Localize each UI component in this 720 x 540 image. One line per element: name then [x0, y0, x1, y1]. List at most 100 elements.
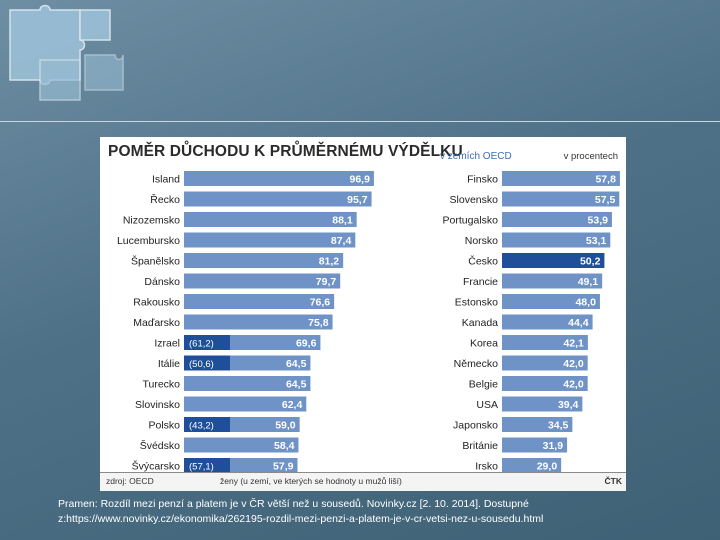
- women-bar: [184, 335, 230, 350]
- data-label: 42,0: [563, 358, 584, 370]
- category-label: Korea: [470, 338, 498, 350]
- bar: [502, 355, 588, 371]
- category-label: Španělsko: [131, 255, 180, 268]
- bar: [184, 396, 307, 412]
- women-label: (50,6): [189, 359, 214, 370]
- data-label: 64,5: [286, 379, 307, 391]
- chart-subtitle: v zemích OECD: [440, 151, 512, 162]
- legend-note: ženy (u zemí, ve kterých se hodnoty u mu…: [220, 476, 402, 486]
- bar: [502, 437, 568, 453]
- category-label: Česko: [468, 255, 498, 268]
- category-label: Německo: [454, 358, 499, 370]
- data-label: 53,1: [586, 235, 607, 247]
- bar: [502, 171, 620, 186]
- bar: [502, 273, 603, 289]
- bar: [502, 376, 588, 391]
- chart-unit: v procentech: [563, 151, 618, 162]
- bar-chart: Island 96,9 Řecko 95,7 Nizozemsko 88,1 Lucembu…: [117, 171, 620, 473]
- divider-line: [0, 121, 720, 122]
- agency-label: ČTK: [604, 476, 622, 486]
- category-label: Irsko: [475, 461, 498, 473]
- category-label: Belgie: [469, 379, 498, 391]
- caption-line-2: z:https://www.novinky.cz/ekonomika/26219…: [58, 513, 544, 525]
- caption-line-1: Pramen: Rozdíl mezi penzí a platem je v …: [58, 498, 529, 510]
- category-label: Dánsko: [144, 276, 180, 288]
- data-label: 75,8: [308, 317, 329, 329]
- data-label: 95,7: [347, 194, 368, 206]
- puzzle-piece-icon: [84, 54, 124, 91]
- bar: [502, 294, 600, 309]
- women-label: (57,1): [189, 462, 214, 473]
- data-label: 88,1: [332, 215, 353, 227]
- caption: Pramen: Rozdíl mezi penzí a platem je v …: [58, 497, 698, 527]
- category-label: Kanada: [462, 317, 498, 329]
- bar: [502, 314, 593, 330]
- category-label: Island: [152, 174, 180, 186]
- bar: [502, 458, 562, 473]
- category-label: Norsko: [465, 235, 498, 247]
- bar: [184, 232, 356, 248]
- bar: [184, 171, 374, 186]
- data-label: 64,5: [286, 358, 307, 370]
- category-label: Maďarsko: [133, 317, 180, 329]
- category-label: Slovensko: [450, 194, 499, 206]
- data-label: 57,8: [595, 174, 616, 186]
- source-label: zdroj: OECD: [106, 476, 154, 486]
- data-label: 87,4: [331, 235, 352, 247]
- category-label: Japonsko: [453, 420, 498, 432]
- category-label: Británie: [462, 440, 498, 452]
- data-label: 96,9: [349, 174, 370, 186]
- data-label: 69,6: [296, 338, 317, 350]
- bar: [184, 191, 372, 207]
- data-label: 59,0: [275, 420, 296, 432]
- data-label: 76,6: [310, 297, 331, 309]
- data-label: 81,2: [319, 256, 340, 268]
- category-label: Finsko: [467, 174, 498, 186]
- bar: [502, 417, 573, 432]
- data-label: 50,2: [580, 256, 601, 268]
- bar: [184, 314, 333, 330]
- bar: [184, 437, 299, 453]
- category-label: Turecko: [142, 379, 180, 391]
- bar: [502, 335, 588, 350]
- bar: [184, 294, 335, 309]
- bar: [502, 396, 583, 412]
- category-label: Itálie: [158, 358, 180, 370]
- women-bar: [184, 417, 230, 432]
- data-label: 48,0: [575, 297, 596, 309]
- puzzle-piece-icon: [39, 59, 81, 101]
- data-label: 49,1: [578, 276, 599, 288]
- data-label: 31,9: [543, 440, 564, 452]
- category-label: USA: [476, 399, 498, 411]
- women-bar: [184, 458, 230, 473]
- puzzle-decoration: [9, 4, 124, 101]
- data-label: 58,4: [274, 440, 295, 452]
- bar: [184, 253, 344, 268]
- puzzle-piece-icon: [79, 9, 111, 41]
- category-label: Izrael: [154, 338, 180, 350]
- chart-footer: zdroj: OECD ženy (u zemí, ve kterých se …: [100, 472, 626, 491]
- category-label: Francie: [463, 276, 498, 288]
- data-label: 57,5: [595, 194, 616, 206]
- women-bar: [184, 355, 230, 371]
- category-label: Řecko: [150, 193, 180, 206]
- data-label: 42,1: [563, 338, 584, 350]
- bar: [184, 376, 311, 391]
- category-label: Lucembursko: [117, 235, 180, 247]
- category-label: Švýcarsko: [132, 460, 181, 473]
- data-label: 34,5: [548, 420, 569, 432]
- bar: [184, 273, 341, 289]
- women-label: (61,2): [189, 339, 214, 350]
- bar: [502, 191, 620, 207]
- category-label: Nizozemsko: [123, 215, 180, 227]
- category-label: Polsko: [148, 420, 180, 432]
- data-label: 53,9: [588, 215, 609, 227]
- bar: [502, 212, 612, 227]
- category-label: Portugalsko: [443, 215, 499, 227]
- data-label: 44,4: [568, 317, 589, 329]
- category-label: Švédsko: [140, 439, 180, 452]
- data-label: 39,4: [558, 399, 579, 411]
- bar: [502, 253, 605, 268]
- category-label: Rakousko: [133, 297, 180, 309]
- bar: [184, 212, 357, 227]
